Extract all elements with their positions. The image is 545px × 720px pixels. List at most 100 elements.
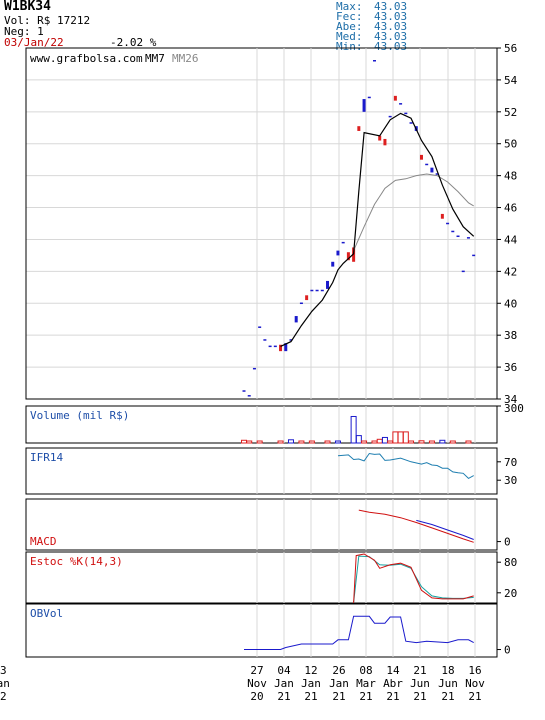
price-tick-label: 36 [504,361,517,374]
stat-open-value: 43.03 [374,20,408,33]
volume-bar [428,440,435,444]
candle [466,237,470,239]
candle [409,122,413,124]
volume-bar [392,431,399,444]
volume-bar [298,440,305,444]
candle [404,112,408,115]
trades-count: Neg: 1 [4,25,44,38]
candle [336,250,340,256]
obv-line [244,615,474,650]
candle [456,235,460,238]
volume-bar [408,440,415,444]
x-tick-month: Jun [438,677,458,690]
x-tick-month: Jan [0,677,10,690]
candle [451,230,455,233]
x-tick-month: Mar [356,677,376,690]
volume-text: Vol: R$ 17212 [4,14,91,27]
x-tick-day: 08 [359,664,372,677]
volume-bar [277,440,284,444]
candle [362,99,366,112]
x-tick-month: Jan [301,677,321,690]
volume-bar [256,440,263,444]
volume-panel-title: Volume (mil R$) [30,409,129,422]
x-tick-day: 18 [441,664,454,677]
ticker-symbol: W1BK34 [4,0,51,14]
candle [315,289,319,292]
candle [258,326,262,328]
x-tick-day: 21 [413,664,426,677]
candle [252,367,256,370]
candle [242,390,246,392]
volume-bar [371,440,378,444]
stat-avg-label: Med: [336,30,363,43]
stoch-tick-label: 20 [504,587,517,600]
ifr-tick-label: 30 [504,474,517,487]
candle [346,252,350,261]
ifr-panel [25,447,498,495]
candle [461,270,465,273]
x-tick-year: 21 [441,690,454,703]
x-tick-day: 16 [468,664,481,677]
x-tick-day: 03 [0,664,7,677]
candle [273,345,277,348]
ifr-panel-title: IFR14 [30,451,63,464]
candle [399,103,403,105]
x-tick-year: 21 [277,690,290,703]
candle [352,247,356,262]
volume-bar [246,440,253,444]
stoch-panel [25,551,498,604]
mm26-line [353,173,474,251]
macd-panel [25,498,498,551]
x-tick-month: Jan [274,677,294,690]
stat-avg-value: 43.03 [374,30,408,43]
obv-panel [25,603,498,658]
x-tick-year: 21 [332,690,345,703]
x-tick-day: 04 [277,664,291,677]
candle [294,316,298,323]
site-label: www.grafbolsa.com [30,52,143,65]
candle [373,60,376,62]
volume-bar [350,415,357,444]
legend-mm7: MM7 [145,52,165,65]
volume-bar [355,435,362,444]
price-tick-label: 48 [504,170,517,183]
stat-min-label: Min: [336,40,363,53]
candle [341,241,345,244]
candle [310,289,314,292]
stoch-tick-label: 80 [504,556,517,569]
candle [247,395,251,397]
stat-open-label: Abe: [336,20,363,33]
volume-bar [241,439,247,444]
candle [388,115,392,118]
candle [383,138,387,146]
price-tick-label: 50 [504,138,517,151]
candle [435,173,439,175]
volume-bar [334,440,341,444]
obv-panel-title: OBVol [30,607,63,620]
mm7-line [280,112,475,347]
candle [279,344,283,352]
x-tick-year: 21 [413,690,426,703]
price-tick-label: 34 [504,393,518,406]
stat-close-value: 43.03 [374,10,408,23]
volume-bar [324,440,331,444]
ifr-tick-label: 70 [504,456,517,469]
volume-bar [308,440,315,444]
candle [305,295,309,301]
volume-bar [465,440,472,444]
stat-close-label: Fec: [336,10,363,23]
x-tick-day: 27 [250,664,263,677]
candle [367,96,371,99]
stat-max-label: Max: [336,0,363,13]
volume-bar [449,440,456,444]
legend-mm26: MM26 [172,52,199,65]
x-tick-day: 12 [304,664,317,677]
price-tick-label: 54 [504,74,518,87]
candle [393,95,397,101]
volume-bar [387,440,394,444]
stat-min-value: 43.03 [374,40,408,53]
x-tick-month: Jan [329,677,349,690]
candle [430,167,434,173]
volume-bar [439,439,446,444]
